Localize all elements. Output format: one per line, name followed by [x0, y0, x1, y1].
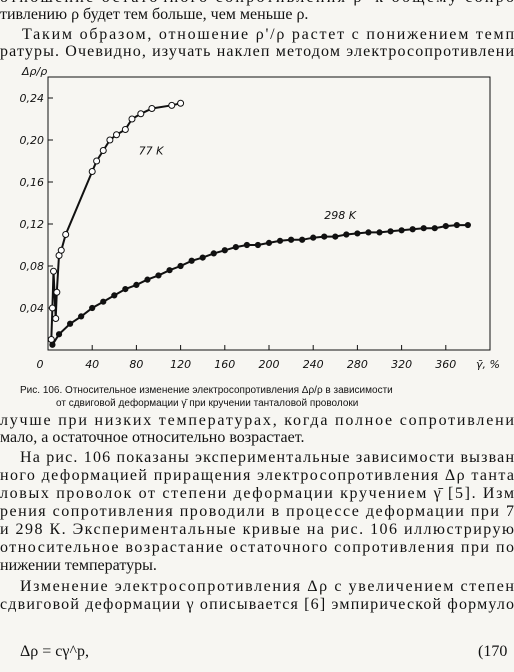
x-axis-label: γ̄, % — [476, 358, 500, 371]
plot-frame — [47, 76, 491, 351]
data-point — [254, 241, 262, 249]
text-line: ловых проволок от степени деформации кру… — [0, 485, 514, 502]
data-point — [188, 257, 195, 264]
text-line: лучше при низких температурах, когда пол… — [0, 412, 514, 429]
data-point — [265, 239, 273, 246]
data-point — [78, 313, 85, 320]
text-line: рения сопротивления проводили в процессе… — [0, 503, 514, 520]
data-point — [177, 99, 185, 107]
fit-curve — [50, 102, 181, 340]
data-point — [144, 276, 151, 283]
text-line: ратуры. Очевидно, изучать наклеп методом… — [0, 43, 514, 60]
data-point — [111, 292, 118, 299]
data-point — [276, 237, 284, 244]
data-point — [177, 262, 184, 270]
data-point — [89, 304, 96, 312]
series-label: 77 K — [139, 145, 164, 158]
x-tick-label: 320 — [391, 358, 412, 371]
caption-line: от сдвиговой деформации γ̄ при кручении … — [56, 397, 358, 409]
data-point — [354, 230, 361, 237]
data-point — [343, 231, 350, 238]
data-point — [88, 168, 96, 175]
data-point — [243, 241, 250, 249]
data-point — [332, 233, 339, 240]
x-tick-label: 40 — [85, 358, 99, 371]
y-tick-label: 0,04 — [20, 302, 45, 315]
data-point — [442, 223, 449, 230]
x-tick-label: 0 — [37, 358, 44, 371]
data-point — [49, 341, 56, 348]
data-point — [67, 320, 74, 327]
data-point — [99, 147, 107, 154]
y-tick-label: 0,08 — [20, 260, 45, 273]
text-line: сдвиговой деформации γ описывается [6] э… — [0, 596, 514, 613]
data-point — [62, 231, 70, 238]
data-point — [365, 229, 372, 236]
text-line: относительное возрастание остаточного со… — [0, 539, 514, 556]
text-line: отношение остаточного сопротивления ρ' к… — [0, 0, 514, 6]
data-point — [93, 157, 101, 165]
data-point — [376, 229, 383, 236]
text-line: тивлению ρ будет тем больше, чем меньше … — [0, 6, 308, 23]
y-tick-label: 0,12 — [20, 218, 45, 231]
x-tick-label: 160 — [214, 358, 235, 371]
text-line: Изменение электросопротивления Δρ с увел… — [20, 578, 514, 595]
caption-line: Рис. 106. Относительное изменение электр… — [20, 385, 393, 396]
data-point — [288, 236, 295, 243]
data-point — [57, 246, 65, 254]
data-point — [387, 228, 394, 235]
x-tick-label: 80 — [129, 358, 143, 371]
data-point — [210, 250, 217, 257]
data-point — [168, 101, 176, 109]
y-axis-label: Δρ/ρ — [21, 65, 47, 78]
y-tick-label: 0,24 — [20, 92, 45, 105]
y-tick-label: 0,16 — [20, 176, 45, 189]
x-tick-label: 200 — [259, 358, 280, 371]
text-line: Таким образом, отношение ρ'/ρ растет с п… — [22, 26, 514, 43]
data-point — [464, 221, 471, 229]
x-tick-label: 280 — [347, 358, 368, 371]
data-point — [398, 227, 405, 234]
data-point — [133, 281, 140, 288]
data-point — [100, 298, 107, 305]
data-point — [221, 247, 228, 254]
data-point — [166, 267, 173, 274]
data-point — [121, 126, 129, 133]
data-point — [50, 267, 58, 275]
data-point — [420, 225, 427, 232]
formula: Δρ = cγ^p, — [20, 643, 89, 660]
y-tick-label: 0,20 — [20, 134, 45, 147]
series-label: 298 K — [324, 209, 356, 222]
data-point — [128, 115, 136, 123]
data-point — [55, 331, 63, 338]
text-line: мало, а остаточное относительно возраста… — [0, 429, 304, 446]
text-line: и 298 К. Экспериментальные кривые на рис… — [0, 521, 514, 538]
x-tick-label: 360 — [435, 358, 456, 371]
data-point — [53, 288, 61, 296]
data-point — [122, 286, 129, 293]
data-point — [453, 221, 460, 229]
x-tick-label: 120 — [170, 358, 191, 371]
data-point — [52, 315, 60, 322]
text-line: нижении температуры. — [0, 557, 157, 574]
data-point — [409, 226, 416, 233]
data-point — [232, 244, 239, 251]
data-point — [106, 136, 114, 144]
data-point — [48, 304, 56, 312]
text-line: ного деформацией приращения электросопро… — [0, 467, 514, 484]
data-point — [431, 225, 438, 232]
data-point — [321, 233, 328, 240]
data-point — [310, 234, 317, 241]
data-point — [137, 110, 145, 118]
x-tick-label: 240 — [303, 358, 324, 371]
formula-number: (170 — [478, 643, 507, 660]
text-line: На рис. 106 показаны экспериментальные з… — [20, 449, 514, 466]
data-point — [113, 131, 121, 139]
data-point — [148, 105, 156, 112]
data-point — [299, 236, 306, 243]
data-point — [155, 272, 162, 279]
data-point — [199, 254, 206, 261]
